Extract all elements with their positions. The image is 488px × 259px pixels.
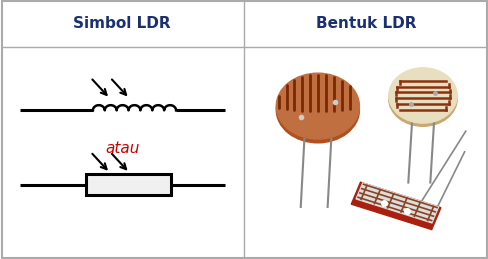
Text: Bentuk LDR: Bentuk LDR [316, 16, 416, 31]
Polygon shape [355, 183, 438, 223]
Text: Simbol LDR: Simbol LDR [73, 16, 171, 31]
Text: atau: atau [105, 141, 139, 156]
Ellipse shape [388, 68, 456, 123]
Ellipse shape [276, 73, 359, 139]
Ellipse shape [276, 77, 359, 143]
Polygon shape [350, 182, 440, 229]
Bar [85, 174, 171, 195]
Ellipse shape [388, 71, 456, 126]
